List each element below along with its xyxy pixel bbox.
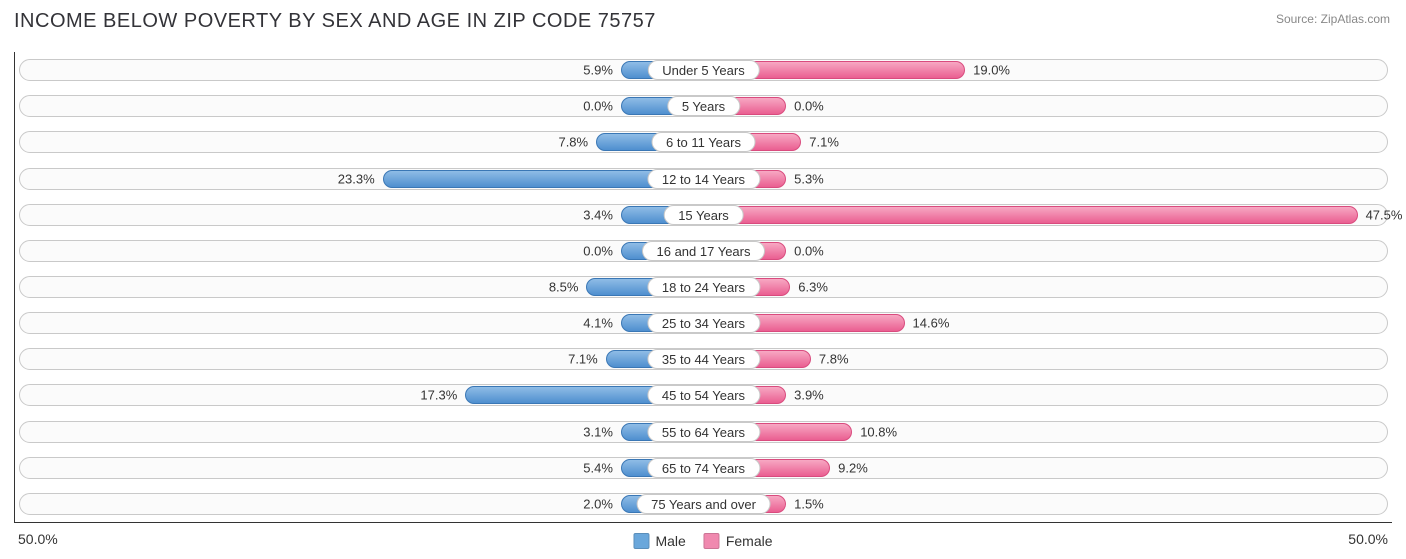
male-value-label: 7.8% [558, 135, 588, 150]
chart-area: 5.9% 19.0% Under 5 Years 0.0% 0.0% 5 Years 7.8… [14, 52, 1392, 523]
source-attribution: Source: ZipAtlas.com [1276, 12, 1390, 26]
male-value-label: 2.0% [583, 496, 613, 511]
female-value-label: 5.3% [794, 171, 824, 186]
legend-male-label: Male [655, 533, 685, 549]
chart-row: 0.0% 0.0% 5 Years [15, 88, 1392, 124]
chart-row: 3.4%47.5%15 Years [15, 197, 1392, 233]
female-value-label: 0.0% [794, 99, 824, 114]
category-label: 45 to 54 Years [647, 385, 760, 405]
category-label: 75 Years and over [636, 494, 771, 514]
female-value-label: 10.8% [860, 424, 897, 439]
category-label: 65 to 74 Years [647, 458, 760, 478]
female-value-label: 19.0% [973, 63, 1010, 78]
chart-row: 5.4% 9.2% 65 to 74 Years [15, 450, 1392, 486]
female-value-label: 3.9% [794, 388, 824, 403]
female-value-label: 1.5% [794, 496, 824, 511]
category-label: 16 and 17 Years [642, 241, 766, 261]
category-label: Under 5 Years [647, 60, 759, 80]
axis-label-right: 50.0% [1348, 531, 1388, 547]
male-value-label: 5.9% [583, 63, 613, 78]
category-label: 6 to 11 Years [651, 132, 756, 152]
female-swatch-icon [704, 533, 720, 549]
female-value-label: 14.6% [913, 316, 950, 331]
legend-item-male: Male [633, 533, 685, 549]
female-bar [704, 206, 1358, 224]
female-value-label: 7.8% [819, 352, 849, 367]
legend-item-female: Female [704, 533, 773, 549]
male-value-label: 3.4% [583, 207, 613, 222]
female-value-label: 7.1% [809, 135, 839, 150]
female-value-label: 9.2% [838, 460, 868, 475]
category-label: 15 Years [663, 205, 744, 225]
chart-title: INCOME BELOW POVERTY BY SEX AND AGE IN Z… [14, 10, 656, 33]
category-label: 55 to 64 Years [647, 422, 760, 442]
male-value-label: 17.3% [420, 388, 457, 403]
female-value-label: 47.5% [1366, 207, 1403, 222]
male-value-label: 0.0% [583, 99, 613, 114]
male-value-label: 7.1% [568, 352, 598, 367]
chart-row: 23.3% 5.3% 12 to 14 Years [15, 160, 1392, 196]
chart-rows: 5.9% 19.0% Under 5 Years 0.0% 0.0% 5 Years 7.8… [15, 52, 1392, 522]
male-value-label: 8.5% [549, 280, 579, 295]
male-value-label: 0.0% [583, 243, 613, 258]
chart-row: 7.1% 7.8% 35 to 44 Years [15, 341, 1392, 377]
female-value-label: 0.0% [794, 243, 824, 258]
chart-row: 7.8% 7.1% 6 to 11 Years [15, 124, 1392, 160]
axis-label-left: 50.0% [18, 531, 58, 547]
category-label: 35 to 44 Years [647, 349, 760, 369]
category-label: 5 Years [667, 96, 740, 116]
category-label: 18 to 24 Years [647, 277, 760, 297]
male-value-label: 5.4% [583, 460, 613, 475]
chart-row: 0.0% 0.0% 16 and 17 Years [15, 233, 1392, 269]
category-label: 12 to 14 Years [647, 169, 760, 189]
chart-row: 8.5% 6.3% 18 to 24 Years [15, 269, 1392, 305]
chart-row: 17.3% 3.9% 45 to 54 Years [15, 377, 1392, 413]
male-value-label: 3.1% [583, 424, 613, 439]
male-value-label: 4.1% [583, 316, 613, 331]
male-value-label: 23.3% [338, 171, 375, 186]
legend: Male Female [633, 533, 772, 549]
female-value-label: 6.3% [798, 280, 828, 295]
chart-row: 4.1% 14.6% 25 to 34 Years [15, 305, 1392, 341]
chart-row: 2.0% 1.5% 75 Years and over [15, 486, 1392, 522]
chart-row: 5.9% 19.0% Under 5 Years [15, 52, 1392, 88]
male-swatch-icon [633, 533, 649, 549]
legend-female-label: Female [726, 533, 773, 549]
category-label: 25 to 34 Years [647, 313, 760, 333]
chart-row: 3.1% 10.8% 55 to 64 Years [15, 414, 1392, 450]
